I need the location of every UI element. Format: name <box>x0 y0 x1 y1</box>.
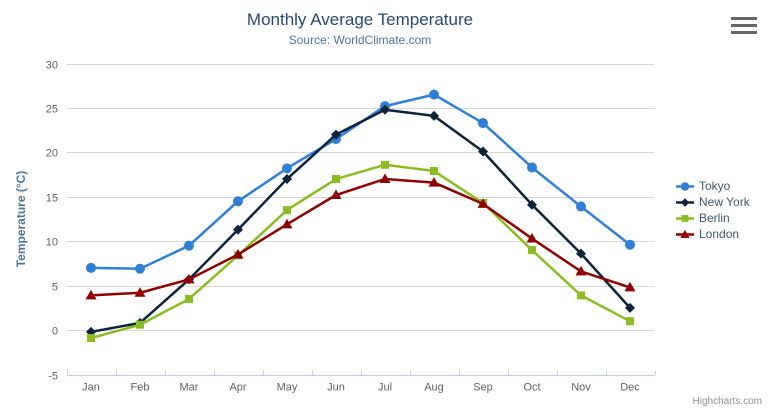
hamburger-bar <box>731 24 757 27</box>
data-point-marker[interactable] <box>576 248 586 259</box>
data-point-marker[interactable] <box>625 239 635 250</box>
data-point-marker[interactable] <box>281 218 293 229</box>
data-point-marker[interactable] <box>428 177 440 187</box>
series-london <box>85 173 636 300</box>
legend-item-berlin[interactable]: Berlin <box>676 210 750 226</box>
series-new-york <box>86 104 635 337</box>
y-axis-label: -5 <box>48 371 58 383</box>
data-point-marker[interactable] <box>429 110 439 121</box>
x-axis-label: Oct <box>523 382 540 394</box>
data-point-marker[interactable] <box>626 317 634 326</box>
legend-label: London <box>699 227 740 241</box>
data-point-marker[interactable] <box>233 224 243 235</box>
data-point-marker[interactable] <box>232 249 244 259</box>
data-point-marker[interactable] <box>282 163 292 174</box>
data-point-marker[interactable] <box>576 201 586 212</box>
legend-label: New York <box>699 195 750 209</box>
chart-subtitle: Source: WorldClimate.com <box>288 33 432 47</box>
series-tokyo <box>86 89 635 274</box>
x-axis-label: Sep <box>473 382 493 394</box>
highcharts-credits-link[interactable]: Highcharts.com <box>692 396 762 407</box>
data-point-marker[interactable] <box>185 294 193 303</box>
data-point-marker[interactable] <box>624 281 636 292</box>
x-axis-label: Mar <box>180 382 199 394</box>
data-point-marker[interactable] <box>527 199 537 210</box>
data-point-marker[interactable] <box>86 262 96 273</box>
data-point-marker[interactable] <box>332 175 340 184</box>
hamburger-bar <box>731 31 757 34</box>
data-point-marker[interactable] <box>233 196 243 207</box>
diamond-legend-marker-icon <box>676 197 694 207</box>
legend-label: Berlin <box>699 211 730 225</box>
data-point-marker[interactable] <box>381 160 389 169</box>
x-axis-label: Feb <box>131 382 150 394</box>
legend-item-tokyo[interactable]: Tokyo <box>676 178 750 194</box>
data-point-marker[interactable] <box>478 118 488 129</box>
legend-item-new-york[interactable]: New York <box>676 194 750 210</box>
x-axis-label: Jul <box>378 382 392 394</box>
data-point-marker[interactable] <box>85 289 97 300</box>
x-axis-label: Aug <box>424 382 444 394</box>
data-point-marker[interactable] <box>577 291 585 300</box>
data-point-marker[interactable] <box>680 229 690 238</box>
data-point-marker[interactable] <box>135 263 145 274</box>
hamburger-bar <box>731 17 757 20</box>
legend-label: Tokyo <box>699 179 731 193</box>
square-legend-marker-icon <box>676 214 694 222</box>
data-point-marker[interactable] <box>330 189 342 200</box>
legend: Tokyo New York Berlin London <box>676 178 750 242</box>
data-point-marker[interactable] <box>331 129 341 140</box>
x-axis-label: Jun <box>327 382 345 394</box>
x-axis-label: Nov <box>571 382 591 394</box>
data-point-marker[interactable] <box>380 104 390 115</box>
data-point-marker[interactable] <box>184 240 194 251</box>
x-axis-label: Dec <box>620 382 640 394</box>
data-point-marker[interactable] <box>379 173 391 184</box>
chart-context-menu-icon[interactable] <box>731 17 757 34</box>
data-point-marker[interactable] <box>625 302 635 313</box>
y-axis-label: 30 <box>46 60 58 72</box>
circle-legend-marker-icon <box>676 181 694 191</box>
data-point-marker[interactable] <box>282 174 292 185</box>
data-point-marker[interactable] <box>575 265 587 276</box>
series-line[interactable] <box>89 177 632 297</box>
data-point-marker[interactable] <box>283 206 291 215</box>
y-axis-label: 15 <box>46 193 58 205</box>
data-point-marker[interactable] <box>528 246 536 255</box>
data-point-marker[interactable] <box>136 320 144 329</box>
data-point-marker[interactable] <box>134 287 146 297</box>
data-point-marker[interactable] <box>527 162 537 173</box>
data-point-marker[interactable] <box>183 273 195 284</box>
y-axis-label: 5 <box>52 282 58 294</box>
triangle-legend-marker-icon <box>676 229 694 238</box>
data-point-marker[interactable] <box>526 233 538 243</box>
x-axis-label: May <box>277 382 298 394</box>
y-axis-label: 10 <box>46 237 58 249</box>
y-axis-title: Temperature (°C) <box>14 171 28 268</box>
data-point-marker[interactable] <box>680 181 690 191</box>
series-line[interactable] <box>89 108 632 334</box>
data-point-marker[interactable] <box>680 197 690 207</box>
x-axis-label: Jan <box>82 382 100 394</box>
series-line[interactable] <box>89 163 632 340</box>
series-berlin <box>87 160 634 343</box>
data-point-marker[interactable] <box>477 198 489 208</box>
x-axis-label: Apr <box>229 382 246 394</box>
y-axis-label: 20 <box>46 148 58 160</box>
legend-item-london[interactable]: London <box>676 226 750 242</box>
series-line[interactable] <box>89 93 632 271</box>
data-point-marker[interactable] <box>429 89 439 100</box>
data-point-marker[interactable] <box>478 146 488 157</box>
y-axis-label: 25 <box>46 104 58 116</box>
y-axis-label: 0 <box>52 326 58 338</box>
chart-title: Monthly Average Temperature <box>246 10 474 29</box>
data-point-marker[interactable] <box>87 334 95 343</box>
data-point-marker[interactable] <box>430 167 438 176</box>
data-point-marker[interactable] <box>681 214 689 222</box>
